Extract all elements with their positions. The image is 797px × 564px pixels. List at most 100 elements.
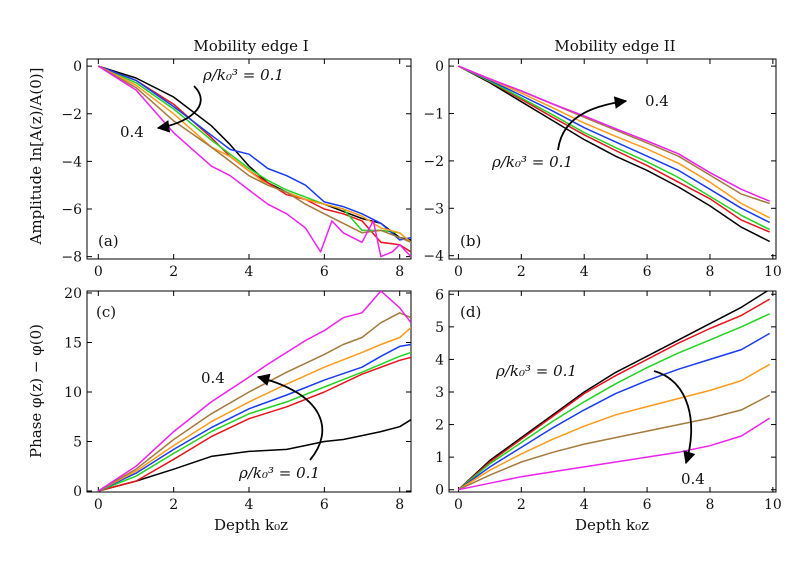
x-tick-label: 6 xyxy=(320,497,329,513)
series-line-black xyxy=(98,419,411,492)
series-line-blue xyxy=(457,332,771,491)
y-tick-label: −4 xyxy=(61,154,82,170)
panel-b-frame xyxy=(448,58,777,260)
panel-d: 0 2 4 6 8 10 0 1 2 3 4 5 6 (d) ρ/k₀³ = 0.1 0.4 xyxy=(435,287,782,513)
series-line-magenta xyxy=(97,291,411,492)
x-tick-label: 0 xyxy=(454,497,463,513)
series-line-orange xyxy=(97,327,411,492)
x-tick-label: 2 xyxy=(517,264,526,280)
series-line-blue xyxy=(458,65,771,224)
y-tick-label: −4 xyxy=(423,249,444,265)
panel-b-series xyxy=(458,65,771,243)
series-line-blue xyxy=(97,343,411,492)
x-tick-label: 0 xyxy=(94,264,103,280)
x-tick-label: 4 xyxy=(580,497,589,513)
panel-a-annotation-top: ρ/k₀³ = 0.1 xyxy=(202,66,284,84)
panel-d-ticks: 0 2 4 6 8 10 0 1 2 3 4 5 6 xyxy=(435,287,782,513)
y-tick-label: 0 xyxy=(73,484,82,500)
col-title-right: Mobility edge II xyxy=(554,37,675,55)
ylabel-top: Amplitude ln[A(z)/A(0)] xyxy=(27,68,45,246)
y-tick-label: −6 xyxy=(61,202,82,218)
series-line-red xyxy=(458,65,770,233)
ylabel-bottom: Phase φ(z) − φ(0) xyxy=(27,324,45,458)
x-tick-label: 2 xyxy=(517,497,526,513)
panel-d-arrow xyxy=(653,370,696,465)
col-title-left: Mobility edge I xyxy=(193,37,308,55)
panel-d-annotation-bottom: 0.4 xyxy=(681,470,705,488)
series-line-green xyxy=(457,313,771,491)
x-tick-label: 10 xyxy=(764,497,782,513)
series-line-black xyxy=(458,65,771,243)
panel-d-annotation-top: ρ/k₀³ = 0.1 xyxy=(495,362,577,380)
series-line-green xyxy=(98,351,411,492)
series-line-red xyxy=(98,356,411,492)
panel-b-annotation-bottom: ρ/k₀³ = 0.1 xyxy=(491,153,573,171)
x-tick-label: 4 xyxy=(245,497,254,513)
y-tick-label: 20 xyxy=(64,286,82,302)
panel-c-arrow xyxy=(256,373,324,461)
y-tick-label: 5 xyxy=(435,320,444,336)
y-tick-label: −3 xyxy=(423,201,444,217)
series-line-brown xyxy=(97,65,411,243)
x-tick-label: 6 xyxy=(643,264,652,280)
y-tick-label: −2 xyxy=(61,107,82,123)
panel-b-label: (b) xyxy=(460,232,481,250)
x-tick-label: 4 xyxy=(245,264,254,280)
panel-d-series xyxy=(457,291,771,491)
y-tick-label: −8 xyxy=(61,250,82,266)
y-tick-label: 15 xyxy=(64,335,82,351)
x-tick-label: 8 xyxy=(395,497,404,513)
x-tick-label: 8 xyxy=(395,264,404,280)
y-tick-label: −2 xyxy=(423,154,444,170)
series-line-brown xyxy=(458,394,771,491)
y-tick-label: 0 xyxy=(435,59,444,75)
y-tick-label: 0 xyxy=(435,483,444,499)
panel-a: 0 2 4 6 8 0 −2 −4 −6 −8 (a) ρ/k₀³ = 0.1 0.4 xyxy=(61,58,412,280)
y-tick-label: 6 xyxy=(435,287,444,303)
series-line-magenta xyxy=(458,417,771,491)
x-tick-label: 6 xyxy=(643,497,652,513)
y-tick-label: 2 xyxy=(435,418,444,434)
panel-c: 0 2 4 6 8 0 5 10 15 20 (c) 0.4 ρ/k₀³ = 0.1 xyxy=(64,286,412,513)
panel-c-series xyxy=(97,291,411,492)
series-line-orange xyxy=(458,363,771,491)
panel-c-annotation-top: 0.4 xyxy=(201,369,225,387)
y-tick-label: 4 xyxy=(435,352,444,368)
xlabel-right: Depth k₀z xyxy=(575,516,649,534)
panel-a-annotation-bottom: 0.4 xyxy=(120,123,144,141)
y-tick-label: 0 xyxy=(73,59,82,75)
panel-c-ticks: 0 2 4 6 8 0 5 10 15 20 xyxy=(64,286,411,513)
panel-b-annotation-top: 0.4 xyxy=(645,92,669,110)
panel-a-arrow xyxy=(156,85,202,133)
panel-a-label: (a) xyxy=(98,232,119,250)
series-line-magenta xyxy=(458,65,770,202)
panel-b-arrow xyxy=(557,96,628,151)
series-line-blue xyxy=(98,65,411,241)
x-tick-label: 0 xyxy=(454,264,463,280)
y-tick-label: 1 xyxy=(435,450,444,466)
x-tick-label: 8 xyxy=(706,264,715,280)
panel-a-ticks: 0 2 4 6 8 0 −2 −4 −6 −8 xyxy=(61,59,411,280)
panel-a-series xyxy=(97,65,411,258)
x-tick-label: 10 xyxy=(764,264,782,280)
x-tick-label: 0 xyxy=(94,497,103,513)
panel-d-label: (d) xyxy=(460,303,481,321)
panel-c-annotation-bottom: ρ/k₀³ = 0.1 xyxy=(238,464,320,482)
x-tick-label: 8 xyxy=(706,497,715,513)
xlabel-left: Depth k₀z xyxy=(214,516,288,534)
panel-c-label: (c) xyxy=(96,303,116,321)
series-line-orange xyxy=(458,65,771,219)
y-tick-label: 3 xyxy=(435,385,444,401)
series-line-magenta xyxy=(97,65,411,258)
x-tick-label: 2 xyxy=(169,264,178,280)
series-line-black xyxy=(457,291,769,491)
y-tick-label: 10 xyxy=(64,385,82,401)
x-tick-label: 6 xyxy=(320,264,329,280)
panel-b-ticks: 0 2 4 6 8 10 0 −1 −2 −3 −4 xyxy=(423,59,782,280)
x-tick-label: 2 xyxy=(169,497,178,513)
series-line-orange xyxy=(97,65,411,243)
x-tick-label: 4 xyxy=(580,264,589,280)
series-line-brown xyxy=(97,312,411,492)
y-tick-label: −1 xyxy=(423,107,444,123)
